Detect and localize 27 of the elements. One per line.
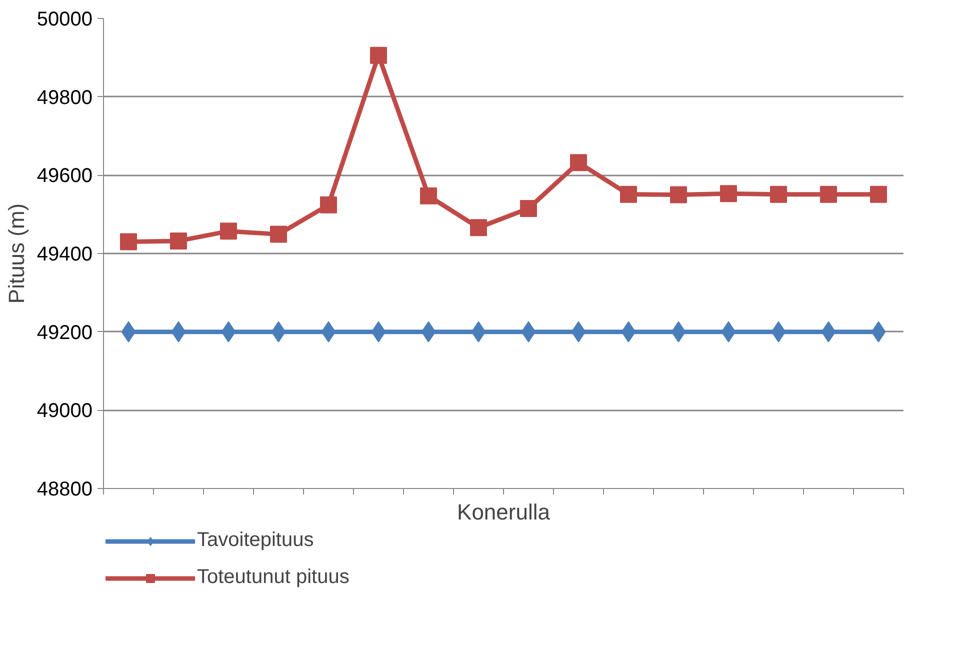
point <box>270 226 287 243</box>
point <box>870 186 887 203</box>
y-tick-label: 48800 <box>36 478 93 500</box>
y-tick-label: 49000 <box>36 400 93 422</box>
point <box>320 196 337 214</box>
point <box>120 233 137 250</box>
point <box>570 154 587 172</box>
point <box>720 185 737 202</box>
legend-label: Tavoitepituus <box>197 529 314 552</box>
y-tick-label: 49200 <box>36 322 93 344</box>
point <box>670 186 687 204</box>
point <box>520 200 537 217</box>
point <box>420 187 437 204</box>
point <box>470 219 487 236</box>
point <box>370 46 387 64</box>
x-axis-title: Konerulla <box>457 500 551 524</box>
point <box>170 232 187 250</box>
point <box>770 186 787 203</box>
y-tick-label: 50000 <box>36 8 93 30</box>
point <box>820 186 837 203</box>
point <box>620 186 637 203</box>
y-tick-label: 49400 <box>36 244 93 266</box>
point <box>220 222 237 240</box>
y-tick-label: 49800 <box>36 86 93 109</box>
y-tick-label: 49600 <box>36 165 93 188</box>
y-axis-title: Pituus (m) <box>4 203 29 304</box>
legend-label: Toteutunut pituus <box>197 566 350 589</box>
